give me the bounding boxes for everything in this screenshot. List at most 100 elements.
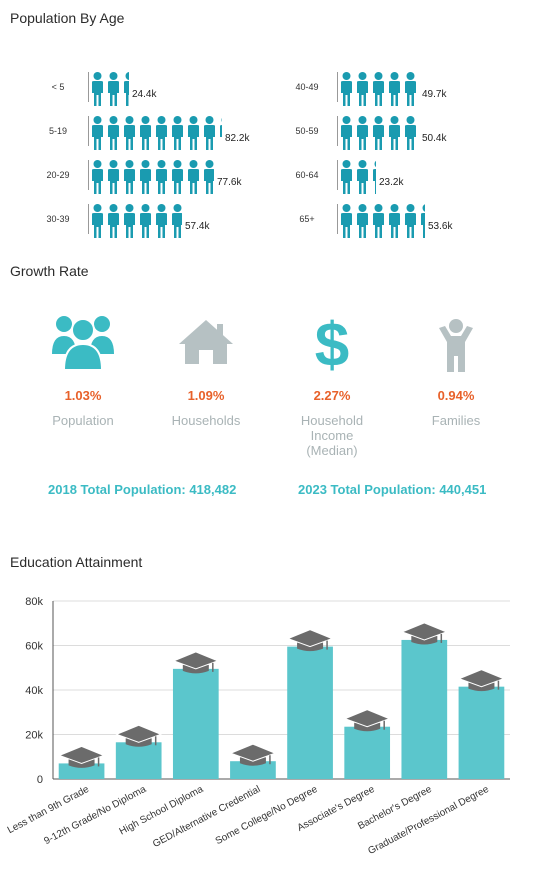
y-tick-label: 60k — [25, 641, 43, 653]
person-icon — [387, 204, 403, 238]
age-group-label: 20-29 — [46, 170, 70, 180]
age-group-label: 40-49 — [295, 82, 319, 92]
education-bar — [344, 726, 391, 779]
person-icon — [218, 116, 222, 150]
age-axis-line — [337, 72, 338, 102]
person-icon — [403, 72, 419, 106]
person-icon — [106, 72, 122, 106]
age-group-icons — [339, 116, 419, 150]
family-icon — [439, 319, 473, 372]
y-tick-label: 0 — [37, 774, 43, 786]
graduation-cap-icon — [286, 629, 334, 652]
person-icon — [387, 116, 403, 150]
population-growth-value: 1.03% — [64, 388, 102, 403]
population-growth-label: Population — [52, 413, 114, 428]
y-tick-label: 20k — [25, 730, 43, 742]
age-group-icons — [90, 116, 222, 150]
age-group-value: 50.4k — [422, 133, 447, 144]
families-growth-label: Families — [431, 413, 481, 428]
person-icon — [355, 160, 371, 194]
x-tick-label: 9-12th Grade/No Diploma — [42, 784, 148, 847]
age-group-value: 49.7k — [422, 89, 447, 100]
person-icon — [154, 160, 170, 194]
graduation-cap-icon — [115, 724, 163, 747]
person-icon — [339, 72, 355, 106]
household-income-growth-label: Household Income (Median) — [300, 413, 364, 458]
education-attainment-title: Education Attainment — [10, 554, 143, 570]
age-group-label: 30-39 — [46, 214, 70, 224]
person-icon — [154, 204, 170, 238]
age-axis-line — [337, 204, 338, 234]
person-icon — [90, 72, 106, 106]
graduation-cap-icon — [400, 622, 448, 645]
person-icon — [355, 72, 371, 106]
dollar-icon: $ — [315, 312, 349, 374]
metric-families: 0.94% Families — [415, 310, 497, 460]
person-icon — [202, 116, 218, 150]
person-icon — [339, 204, 355, 238]
person-icon — [339, 160, 355, 194]
age-group-value: 57.4k — [185, 221, 210, 232]
graduation-cap-icon — [172, 651, 220, 674]
age-group-value: 23.2k — [379, 177, 404, 188]
age-group-icons — [90, 204, 182, 238]
age-axis-line — [88, 72, 89, 102]
person-icon — [170, 160, 186, 194]
person-icon — [90, 204, 106, 238]
group-icon — [52, 316, 114, 370]
person-icon — [202, 160, 214, 194]
person-icon — [339, 116, 355, 150]
age-group-icons — [90, 72, 129, 106]
education-bar — [458, 686, 505, 779]
age-group-value: 82.2k — [225, 133, 250, 144]
person-icon — [138, 160, 154, 194]
age-group-value: 77.6k — [217, 177, 242, 188]
person-icon — [90, 160, 106, 194]
growth-rate-title: Growth Rate — [10, 263, 89, 279]
age-axis-line — [337, 116, 338, 146]
age-axis-line — [337, 160, 338, 190]
age-axis-line — [88, 116, 89, 146]
graduation-cap-icon — [458, 669, 505, 692]
education-bar — [230, 761, 276, 779]
total-population-2023: 2023 Total Population: 440,451 — [298, 482, 487, 497]
education-bar — [401, 639, 448, 779]
education-bar — [115, 742, 162, 779]
households-growth-label: Households — [171, 413, 241, 428]
age-group-icons — [339, 72, 419, 106]
total-population-2018: 2018 Total Population: 418,482 — [48, 482, 237, 497]
y-tick-label: 80k — [25, 596, 43, 608]
person-icon — [371, 72, 387, 106]
age-group-icons — [339, 204, 425, 238]
age-group-label: < 5 — [51, 82, 65, 92]
metric-households: 1.09% Households — [165, 310, 247, 460]
person-icon — [106, 204, 122, 238]
person-icon — [90, 116, 106, 150]
person-icon — [122, 160, 138, 194]
person-icon — [122, 204, 138, 238]
education-bar — [58, 763, 105, 779]
age-group-label: 60-64 — [295, 170, 319, 180]
age-group-label: 50-59 — [295, 126, 319, 136]
graduation-cap-icon — [58, 745, 105, 768]
age-axis-line — [88, 204, 89, 234]
y-tick-label: 40k — [25, 685, 43, 697]
person-icon — [355, 204, 371, 238]
person-icon — [355, 116, 371, 150]
person-icon — [138, 116, 154, 150]
x-tick-label: Some College/No Degree — [214, 784, 320, 847]
age-axis-line — [88, 160, 89, 190]
person-icon — [403, 204, 419, 238]
person-icon — [170, 204, 182, 238]
person-icon — [138, 204, 154, 238]
person-icon — [186, 116, 202, 150]
person-icon — [186, 160, 202, 194]
age-group-icons — [339, 160, 376, 194]
person-icon — [122, 72, 129, 106]
metric-household-income: $ 2.27% Household Income (Median) — [290, 310, 374, 460]
person-icon — [371, 160, 376, 194]
person-icon — [154, 116, 170, 150]
education-bar — [287, 646, 333, 779]
svg-text:$: $ — [315, 312, 349, 374]
